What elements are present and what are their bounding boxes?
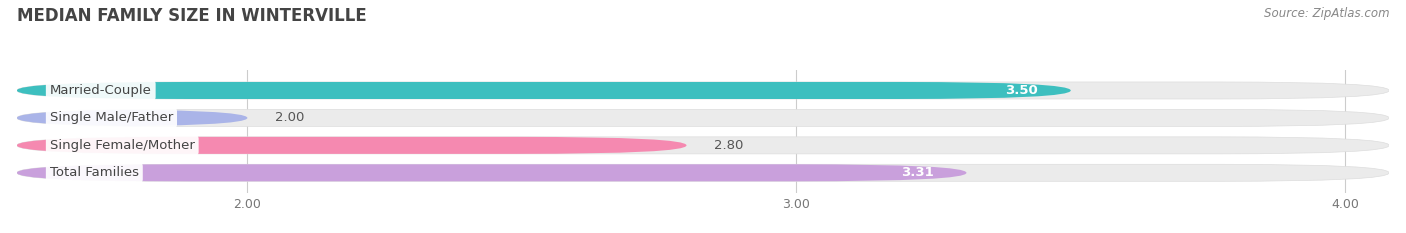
FancyBboxPatch shape (17, 164, 966, 181)
FancyBboxPatch shape (17, 137, 1389, 154)
Text: Married-Couple: Married-Couple (49, 84, 152, 97)
FancyBboxPatch shape (17, 164, 1389, 181)
FancyBboxPatch shape (17, 110, 1389, 127)
Text: Source: ZipAtlas.com: Source: ZipAtlas.com (1264, 7, 1389, 20)
Text: MEDIAN FAMILY SIZE IN WINTERVILLE: MEDIAN FAMILY SIZE IN WINTERVILLE (17, 7, 367, 25)
Text: 3.50: 3.50 (1005, 84, 1038, 97)
Text: 2.00: 2.00 (274, 111, 304, 124)
Text: Single Female/Mother: Single Female/Mother (49, 139, 194, 152)
Text: 2.80: 2.80 (714, 139, 744, 152)
FancyBboxPatch shape (17, 82, 1071, 99)
Text: Total Families: Total Families (49, 166, 139, 179)
FancyBboxPatch shape (17, 137, 686, 154)
Text: 3.31: 3.31 (901, 166, 934, 179)
Text: Single Male/Father: Single Male/Father (49, 111, 173, 124)
FancyBboxPatch shape (17, 82, 1389, 99)
FancyBboxPatch shape (17, 110, 247, 127)
